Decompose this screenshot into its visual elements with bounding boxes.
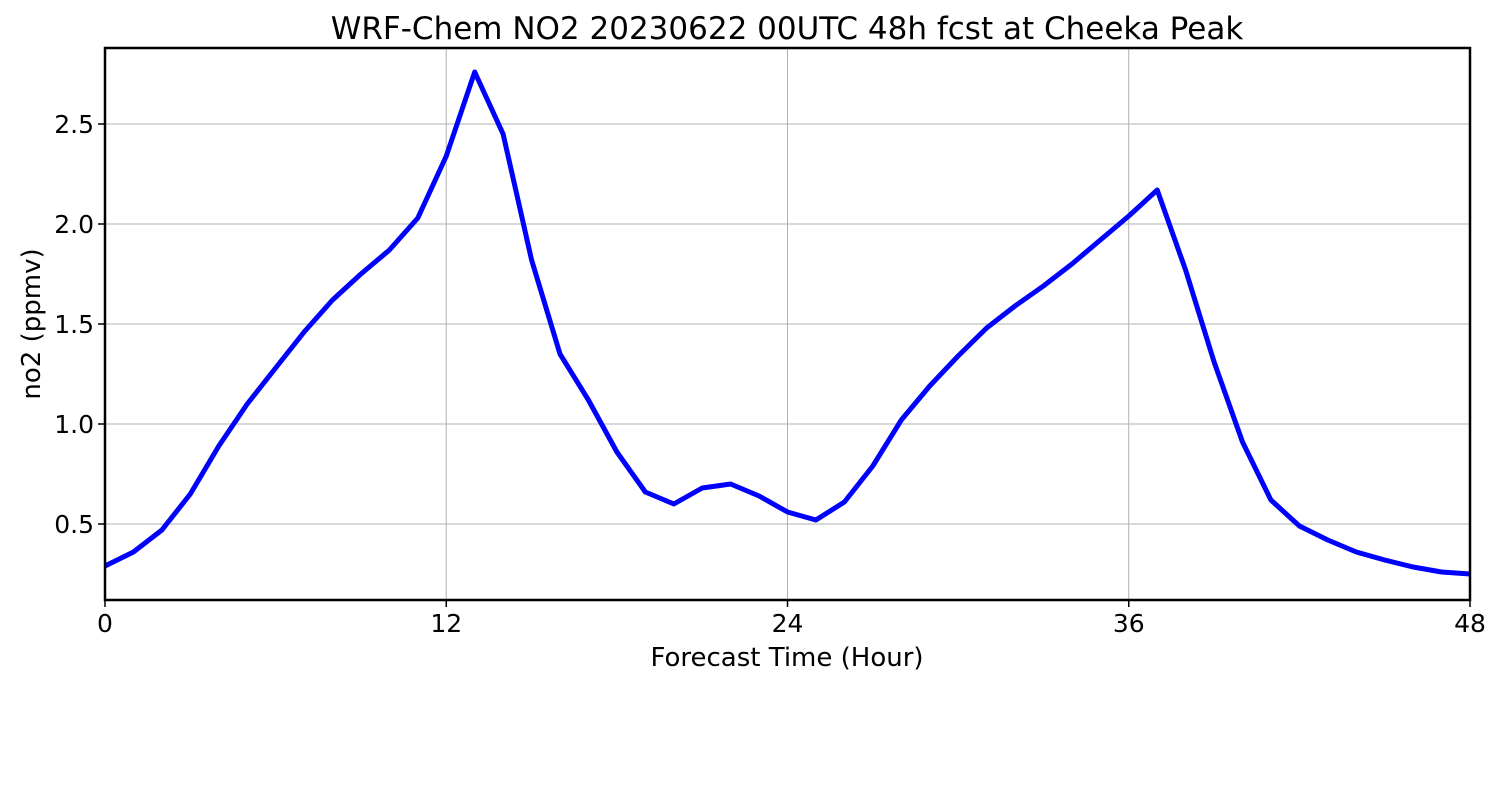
x-tick-label: 48 bbox=[1454, 609, 1486, 638]
y-tick-label: 2.5 bbox=[54, 110, 94, 139]
series-layer bbox=[103, 69, 1471, 577]
y-axis-label: no2 (ppmv) bbox=[17, 248, 47, 399]
x-tick-label: 0 bbox=[97, 609, 113, 638]
y-tick-label: 1.5 bbox=[54, 310, 94, 339]
y-tick-label: 2.0 bbox=[54, 210, 94, 239]
x-tick-label: 24 bbox=[772, 609, 804, 638]
y-tick-label: 1.0 bbox=[54, 410, 94, 439]
no2-series-line bbox=[103, 69, 1471, 577]
y-tick-label: 0.5 bbox=[54, 510, 94, 539]
chart-title: WRF-Chem NO2 20230622 00UTC 48h fcst at … bbox=[331, 11, 1244, 47]
x-tick-label: 12 bbox=[430, 609, 462, 638]
x-axis-label: Forecast Time (Hour) bbox=[650, 643, 923, 673]
axis-ticks: 0 12 24 36 48 0.5 1.0 1.5 2.0 2.5 bbox=[54, 110, 1486, 638]
x-tick-label: 36 bbox=[1113, 609, 1145, 638]
